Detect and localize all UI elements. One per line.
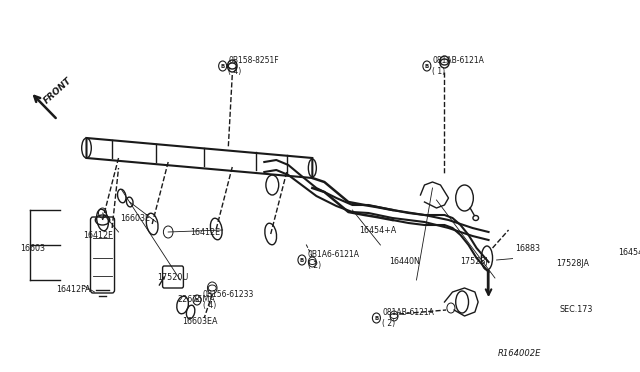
Text: 16603E: 16603E xyxy=(120,214,150,222)
Text: 22675MA: 22675MA xyxy=(178,295,216,305)
Text: 0B1A6-6121A
( 2): 0B1A6-6121A ( 2) xyxy=(308,250,360,270)
Text: B: B xyxy=(195,298,199,302)
Text: 16412F: 16412F xyxy=(83,231,113,240)
Text: 16603: 16603 xyxy=(20,244,45,253)
Text: SEC.173: SEC.173 xyxy=(559,305,593,314)
Text: 16454: 16454 xyxy=(618,247,640,257)
Text: 16412FA: 16412FA xyxy=(56,285,90,295)
Text: 16454+A: 16454+A xyxy=(359,225,396,234)
Text: 16412E: 16412E xyxy=(191,228,221,237)
Text: 16883: 16883 xyxy=(515,244,540,253)
Text: 0B158-8251F
( 4): 0B158-8251F ( 4) xyxy=(228,56,279,76)
Text: B: B xyxy=(221,64,225,68)
Text: R164002E: R164002E xyxy=(498,349,541,358)
Text: 16603EA: 16603EA xyxy=(182,317,218,327)
Text: B: B xyxy=(300,257,304,263)
Text: 081AB-6121A
( 2): 081AB-6121A ( 2) xyxy=(382,308,434,328)
Text: 17528JA: 17528JA xyxy=(557,260,589,269)
Text: 081AB-6121A
( 1): 081AB-6121A ( 1) xyxy=(433,56,484,76)
Text: 17520U: 17520U xyxy=(157,273,188,282)
Text: FRONT: FRONT xyxy=(42,76,74,105)
Text: 0B156-61233
( 4): 0B156-61233 ( 4) xyxy=(203,290,254,310)
Text: 16440N: 16440N xyxy=(389,257,420,266)
Text: B: B xyxy=(425,64,429,68)
Text: B: B xyxy=(374,315,378,321)
Text: 17528J: 17528J xyxy=(460,257,487,266)
